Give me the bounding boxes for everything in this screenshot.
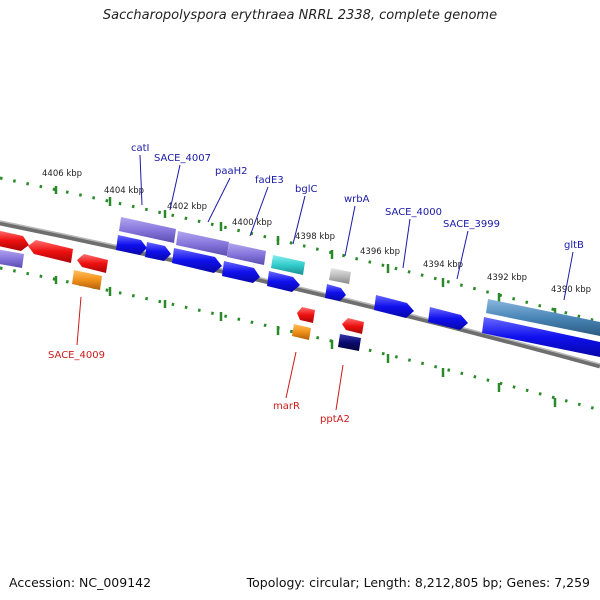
tick-label: 4406 kbp <box>42 169 82 179</box>
forward-cds-arrow[interactable] <box>267 271 300 292</box>
outer-kbp-ticks <box>54 186 557 317</box>
reverse-feature-navy[interactable] <box>338 334 361 351</box>
tick-label: 4390 kbp <box>551 285 591 295</box>
gene-label[interactable]: gltB <box>564 240 584 251</box>
tick-label: 4402 kbp <box>167 202 207 212</box>
tick-label: 4404 kbp <box>104 186 144 196</box>
forward-cds-arrow[interactable] <box>325 284 346 301</box>
misc-feature-block[interactable] <box>119 217 176 243</box>
genome-backbone <box>0 220 600 369</box>
gene-label[interactable]: SACE_4009 <box>48 350 105 361</box>
gene-label[interactable]: paaH2 <box>215 166 248 177</box>
outer-tick-ring <box>0 176 600 324</box>
top-leader-lines <box>139 154 574 301</box>
forward-cds-arrow[interactable] <box>222 261 260 283</box>
tick-label: 4398 kbp <box>295 232 335 242</box>
inner-kbp-ticks <box>54 276 557 407</box>
misc-feature-block[interactable] <box>227 243 266 265</box>
reverse-cds-arrow[interactable] <box>342 318 364 334</box>
topology-label: Topology: circular; Length: 8,212,805 bp… <box>246 575 590 590</box>
tick-label: 4392 kbp <box>487 273 527 283</box>
misc-feature-block-cyan[interactable] <box>271 255 305 275</box>
reverse-cds-arrow[interactable] <box>28 240 73 263</box>
forward-cds-arrow[interactable] <box>116 235 147 255</box>
reverse-cds-arrow[interactable] <box>297 307 315 323</box>
bottom-leader-lines <box>76 296 344 411</box>
forward-cds-arrow[interactable] <box>374 295 414 318</box>
misc-feature-block[interactable] <box>176 231 229 256</box>
tick-label: 4394 kbp <box>423 260 463 270</box>
misc-feature-block[interactable] <box>0 249 24 268</box>
tick-label: 4400 kbp <box>232 218 272 228</box>
forward-cds-arrow[interactable] <box>428 307 468 330</box>
reverse-feature-orange[interactable] <box>72 270 102 290</box>
forward-cds-arrow[interactable] <box>172 248 222 273</box>
misc-feature-block-grey[interactable] <box>329 268 351 284</box>
gene-label[interactable]: SACE_4000 <box>385 207 442 218</box>
forward-cds-arrow[interactable] <box>482 317 600 357</box>
reverse-cds-arrow[interactable] <box>77 254 108 273</box>
gene-label[interactable]: SACE_4007 <box>154 153 211 164</box>
gene-label[interactable]: SACE_3999 <box>443 219 500 230</box>
gene-label[interactable]: marR <box>273 401 300 412</box>
forward-cds-arrow[interactable] <box>145 242 171 261</box>
gene-label[interactable]: fadE3 <box>255 175 284 186</box>
reverse-feature-orange[interactable] <box>292 324 311 340</box>
map-title: Saccharopolyspora erythraea NRRL 2338, c… <box>102 8 498 23</box>
gene-label[interactable]: bglC <box>295 184 317 195</box>
reverse-cds-arrow[interactable] <box>0 230 29 251</box>
accession-label: Accession: NC_009142 <box>9 575 152 590</box>
gene-label[interactable]: wrbA <box>344 194 370 205</box>
gene-label[interactable]: pptA2 <box>320 414 350 425</box>
tick-label: 4396 kbp <box>360 247 400 257</box>
misc-feature-block-steel[interactable] <box>486 299 600 336</box>
gene-label[interactable]: catI <box>131 143 150 154</box>
